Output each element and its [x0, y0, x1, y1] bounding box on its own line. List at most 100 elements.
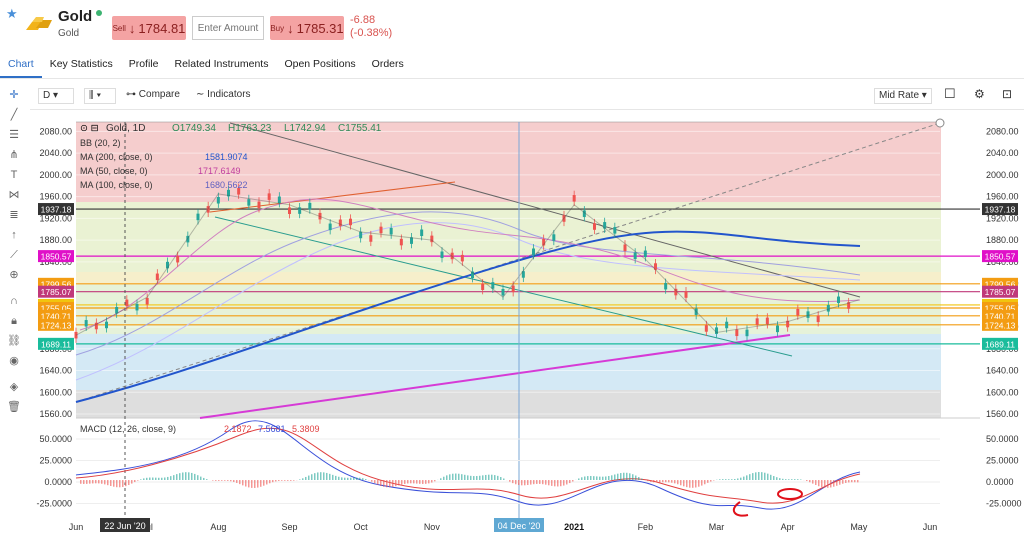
zoom-in-icon[interactable]: ⊕ [9, 269, 19, 281]
macd-grid: 50.0000 50.0000 25.0000 25.0000 0.0000 0.0000… [36, 434, 1021, 509]
macd-bar [302, 478, 304, 480]
price-type-select[interactable]: Mid Rate ▾ [874, 88, 932, 104]
macd-bar [248, 480, 250, 488]
magnet-icon[interactable]: ∩ [10, 295, 18, 307]
macd-bar [578, 478, 580, 480]
macd-bar [143, 478, 145, 480]
x-tick-label: Aug [210, 522, 226, 532]
amount-input[interactable] [192, 16, 264, 40]
pattern-icon[interactable]: ⋈ [8, 189, 20, 201]
chart-type-select[interactable]: ⫼ ▾ [84, 88, 116, 104]
tab-profile[interactable]: Profile [128, 58, 159, 70]
pitchfork-icon[interactable]: ⋔ [9, 149, 19, 161]
arrow-icon[interactable]: ↑ [11, 229, 17, 241]
candle-body [745, 329, 749, 337]
macd-bar [254, 480, 256, 488]
text-icon[interactable]: T [10, 169, 18, 181]
macd-bar [101, 480, 103, 484]
candle-body [338, 219, 342, 227]
candle-body [837, 296, 840, 304]
trend-line-icon[interactable]: ╱ [10, 109, 18, 121]
tab-open-positions[interactable]: Open Positions [284, 58, 356, 70]
candle-body [532, 248, 535, 256]
price-level-tag-right [982, 318, 1018, 331]
x-tick-label: Sep [281, 522, 297, 532]
price-chart[interactable]: 2080.00 2080.00 2040.00 2040.00 2000.00 2000.… [0, 110, 1024, 538]
tab-related-instruments[interactable]: Related Instruments [174, 58, 269, 70]
legend-macd-1: 2.1872 [224, 424, 252, 434]
macd-bar [530, 480, 532, 485]
y-tick-left: 1880.00 [39, 235, 72, 245]
macd-bar [122, 480, 124, 487]
toolbar-divider [30, 109, 1024, 110]
candle-body [643, 250, 647, 258]
eye-icon[interactable]: ◉ [9, 355, 19, 367]
compare-button[interactable]: ⊶ Compare [126, 89, 180, 100]
crosshair-icon[interactable]: ✛ [9, 89, 19, 101]
sell-button[interactable]: Sell ↓ 1784.81 [112, 16, 186, 40]
buy-button[interactable]: Buy ↓ 1785.31 [270, 16, 344, 40]
price-level-label-right: 1785.07 [985, 287, 1016, 297]
macd-bar [755, 472, 757, 480]
tab-key-statistics[interactable]: Key Statistics [49, 58, 113, 70]
macd-bar [263, 480, 265, 486]
lock-all-icon[interactable]: ⛓︎ [7, 335, 21, 347]
fullscreen-icon[interactable]: ☐ [944, 86, 956, 101]
trash-icon[interactable]: 🗑︎ [7, 401, 21, 413]
lock-icon[interactable]: 🔒︎ [11, 315, 17, 327]
macd-histogram [80, 472, 859, 488]
star-icon[interactable]: ★ [6, 6, 18, 21]
candle-body [308, 202, 312, 210]
macd-bar [167, 476, 169, 480]
macd-bar [539, 480, 541, 484]
crosshair-date-tag [100, 518, 150, 532]
legend-macd-2: 7.5681 [258, 424, 286, 434]
macd-bar [854, 480, 856, 483]
macd-tick-left: 50.0000 [39, 434, 72, 444]
candle-body [593, 223, 596, 230]
macd-bar [233, 480, 235, 482]
candle-body [684, 291, 688, 298]
y-tick-left: 1960.00 [39, 192, 72, 202]
macd-bar [389, 480, 391, 488]
macd-bar [227, 480, 229, 481]
macd-bar [95, 480, 97, 484]
x-tick-label: Oct [354, 522, 369, 532]
macd-bar [128, 480, 130, 486]
legend-low: L1742.94 [284, 123, 326, 134]
handle-point[interactable] [935, 118, 945, 128]
price-level-label-left: 1799.56 [41, 279, 72, 289]
candle-body [196, 213, 200, 221]
mid-fib-zone [76, 272, 941, 284]
candle-body [369, 235, 373, 242]
tab-orders[interactable]: Orders [371, 58, 404, 70]
fibonacci-icon[interactable]: ≣ [9, 209, 19, 221]
macd-bar [80, 480, 82, 484]
macd-bar [761, 472, 763, 480]
layers-icon[interactable]: ◈ [9, 381, 19, 393]
tab-chart[interactable]: Chart [0, 54, 42, 78]
indicators-button[interactable]: ∼ Indicators [196, 89, 251, 100]
gear-icon[interactable]: ⚙ [974, 87, 985, 101]
price-level-tag-right [982, 285, 1018, 298]
ruler-icon[interactable]: ⟋ [10, 249, 18, 261]
price-level-tag-left [38, 337, 74, 350]
candle-body [491, 282, 495, 289]
candle-body [725, 321, 729, 329]
macd-tick-left: 0.0000 [44, 477, 72, 487]
macd-bar [740, 477, 742, 480]
camera-icon[interactable]: ⊡ [1002, 87, 1013, 101]
macd-bar [584, 476, 586, 480]
candle-body [247, 199, 251, 206]
interval-select[interactable]: D ▾ [38, 88, 74, 104]
price-change: -6.88 (-0.38%) [350, 14, 392, 40]
macd-bar [131, 480, 133, 484]
macd-bar [701, 480, 703, 486]
price-level-tag-right [982, 203, 1018, 216]
candle-body [379, 226, 383, 234]
horizontal-lines-icon[interactable]: ☰ [9, 129, 19, 141]
y-tick-right: 1880.00 [986, 235, 1019, 245]
y-tick-left: 2080.00 [39, 126, 72, 136]
legend-controls-icon[interactable]: ⊙ ⊟ [80, 123, 99, 134]
signal-line [75, 427, 861, 504]
